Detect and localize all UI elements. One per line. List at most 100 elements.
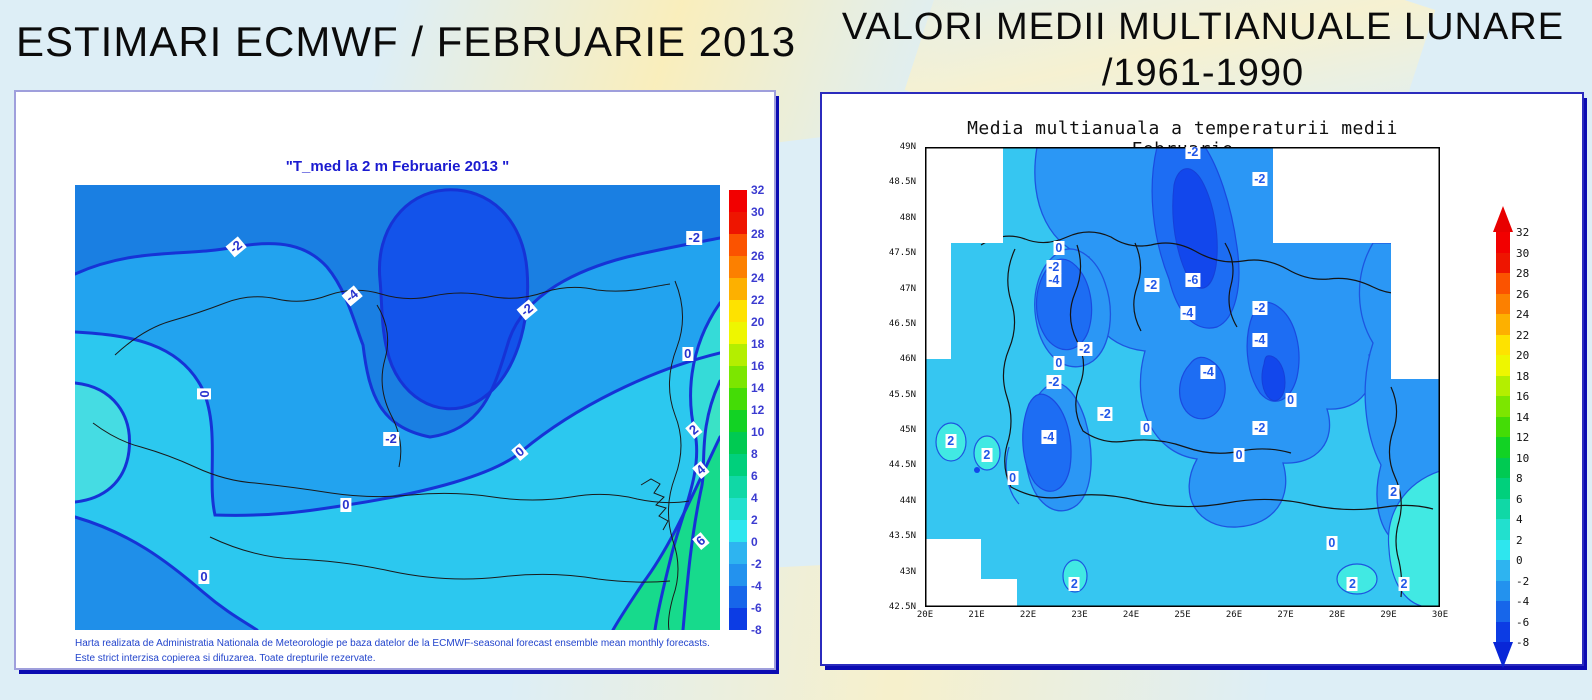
contour-label: -4 <box>1041 429 1057 444</box>
contour-label: -2 <box>1252 172 1268 187</box>
colorbar-segment <box>1496 621 1510 642</box>
colorbar-segment <box>729 190 747 212</box>
colorbar-tick: 10 <box>1516 451 1530 465</box>
contour-label: 6 <box>691 532 710 550</box>
contour-label: 0 <box>198 568 210 584</box>
colorbar-tick: 0 <box>751 535 758 549</box>
left-colorbar: 32 30 28 26 24 22 20 18 16 14 12 10 8 6 4 2 0 -2 -4 -6 -8 <box>729 183 764 637</box>
colorbar-segment <box>729 300 747 322</box>
lon-axis: 20E 21E 22E 23E 24E 25E 26E 27E 28E 29E 30E <box>917 610 1448 624</box>
lon-label: 29E <box>1380 610 1397 620</box>
colorbar-arrow-up <box>1493 206 1513 232</box>
contour-label: -4 <box>1046 273 1062 288</box>
colorbar-tick: 32 <box>1516 226 1530 239</box>
colorbar-segment <box>729 234 747 256</box>
lat-label: 44N <box>899 495 916 506</box>
lat-label: 48N <box>899 212 916 223</box>
contour-label: -2 <box>1097 406 1113 421</box>
colorbar-segment <box>1496 519 1510 540</box>
colorbar-segment <box>729 586 747 608</box>
left-colorbar-segments <box>729 190 747 630</box>
contour-label: 2 <box>1346 577 1358 591</box>
contour-label: 2 <box>981 448 993 463</box>
contour-label: -2 <box>1252 420 1268 435</box>
colorbar-arrow-down <box>1493 642 1513 668</box>
colorbar-tick: 24 <box>751 271 765 285</box>
country-border-lines <box>92 280 690 630</box>
left-heading: ESTIMARI ECMWF / FEBRUARIE 2013 <box>16 18 797 65</box>
colorbar-tick: 8 <box>751 447 758 461</box>
right-heading-line1: VALORI MEDII MULTIANUALE LUNARE <box>841 6 1565 48</box>
contour-label: 0 <box>1053 241 1065 256</box>
colorbar-segment <box>1496 375 1510 396</box>
contour-label: -4 <box>341 285 363 307</box>
lat-label: 45.5N <box>888 389 916 400</box>
contour-label: 0 <box>1326 535 1338 550</box>
colorbar-tick: 8 <box>1516 472 1523 485</box>
colorbar-tick: 18 <box>1516 369 1530 383</box>
contour-label: 0 <box>197 388 212 400</box>
colorbar-segment <box>729 212 747 234</box>
colorbar-tick: 22 <box>751 293 765 307</box>
colorbar-tick: 30 <box>751 205 765 219</box>
colorbar-segment <box>729 344 747 366</box>
colorbar-segment <box>1496 396 1510 417</box>
climatology-panel: Media multianuala a temperaturii medii F… <box>820 92 1584 668</box>
colorbar-segment <box>1496 437 1510 458</box>
colorbar-tick: -4 <box>751 579 762 593</box>
lat-label: 46N <box>899 354 916 365</box>
colorbar-segment <box>729 322 747 344</box>
contour-label: 0 <box>1285 393 1297 407</box>
colorbar-tick: 30 <box>1516 246 1530 260</box>
right-heading-line2: /1961-1990 <box>1101 52 1305 94</box>
lat-axis: 49N 48.5N 48N 47.5N 47N 46.5N 46N 45.5N 45N 44.5N… <box>822 142 920 612</box>
colorbar-tick: 10 <box>751 425 765 439</box>
zone-neg6-to-neg4-group <box>1172 168 1286 401</box>
colorbar-segment <box>1496 416 1510 437</box>
colorbar-segment <box>729 520 747 542</box>
forecast-map-svg <box>75 185 720 630</box>
contour-label: 0 <box>511 443 529 461</box>
colorbar-tick: 20 <box>1516 349 1530 362</box>
map-frame <box>925 147 1440 607</box>
colorbar-tick: 2 <box>1516 533 1523 547</box>
contour-label: 0 <box>1053 356 1065 371</box>
lat-label: 49N <box>899 142 916 152</box>
lon-label: 24E <box>1122 610 1140 620</box>
zone-0-to-2 <box>75 332 720 630</box>
lon-label: 20E <box>916 610 934 620</box>
colorbar-segment <box>729 564 747 586</box>
lon-label: 22E <box>1019 610 1037 620</box>
forecast-map-labels: -2 -4 -2 -2 0 0 -2 0 0 2 4 6 0 <box>75 185 720 630</box>
colorbar-tick: 18 <box>751 337 765 351</box>
lat-label: 44.5N <box>888 460 916 471</box>
contour-label: 4 <box>691 460 710 479</box>
colorbar-tick: 14 <box>1516 410 1530 424</box>
lon-label: 30E <box>1431 610 1449 620</box>
lat-label: 45N <box>899 425 916 436</box>
colorbar-tick: 12 <box>1516 431 1530 444</box>
right-colorbar-segments <box>1496 232 1510 642</box>
colorbar-segment <box>729 366 747 388</box>
colorbar-segment <box>1496 293 1510 314</box>
colorbar-segment <box>1496 457 1510 478</box>
colorbar-tick: -2 <box>751 557 762 571</box>
colorbar-segment <box>729 410 747 432</box>
colorbar-tick: 28 <box>1516 267 1530 280</box>
contour-label: -6 <box>1185 273 1201 288</box>
colorbar-tick: 20 <box>751 315 765 329</box>
contour-label: 2 <box>1068 577 1080 591</box>
contour-label: -2 <box>1144 278 1160 292</box>
lon-label: 26E <box>1225 610 1243 620</box>
contour-label: -4 <box>1252 333 1268 348</box>
colorbar-segment <box>1496 539 1510 560</box>
colorbar-tick: 16 <box>751 359 765 373</box>
contour-label: -2 <box>1046 374 1062 389</box>
zone-2-to-4-pocket <box>75 383 130 502</box>
colorbar-tick: -8 <box>1516 636 1530 649</box>
colorbar-tick: 4 <box>1516 513 1523 526</box>
lat-label: 47N <box>899 283 916 294</box>
contour-label: 0 <box>340 497 352 513</box>
lat-label: 47.5N <box>888 248 916 259</box>
colorbar-tick: -4 <box>1516 595 1530 608</box>
